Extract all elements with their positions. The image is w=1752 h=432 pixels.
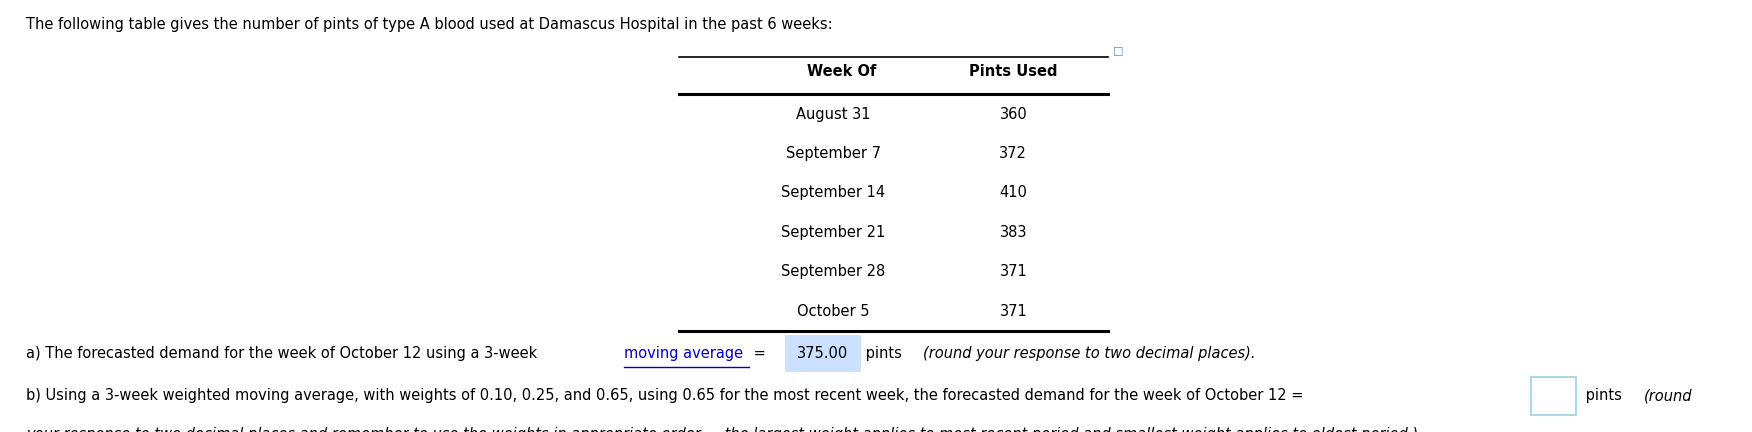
Text: a) The forecasted demand for the week of October 12 using a 3-week: a) The forecasted demand for the week of… [26, 346, 541, 361]
Text: □: □ [1113, 45, 1123, 55]
Text: The following table gives the number of pints of type A blood used at Damascus H: The following table gives the number of … [26, 17, 832, 32]
Text: Week Of: Week Of [808, 64, 876, 79]
Text: September 21: September 21 [781, 225, 885, 240]
Text: Pints Used: Pints Used [969, 64, 1058, 79]
Text: 410: 410 [999, 185, 1027, 200]
Text: 371: 371 [999, 304, 1027, 318]
Text: September 7: September 7 [785, 146, 881, 161]
Text: August 31: August 31 [795, 107, 871, 122]
Text: moving average: moving average [624, 346, 743, 361]
Text: 371: 371 [999, 264, 1027, 279]
Text: pints: pints [1580, 388, 1626, 403]
Text: October 5: October 5 [797, 304, 869, 318]
Text: b) Using a 3-week weighted moving average, with weights of 0.10, 0.25, and 0.65,: b) Using a 3-week weighted moving averag… [26, 388, 1303, 403]
Text: 360: 360 [999, 107, 1027, 122]
Text: (round your response to two decimal places).: (round your response to two decimal plac… [923, 346, 1256, 361]
Text: (round: (round [1643, 388, 1692, 403]
Text: 372: 372 [999, 146, 1027, 161]
Text: 375.00: 375.00 [797, 346, 848, 361]
FancyBboxPatch shape [1531, 377, 1575, 415]
Text: September 28: September 28 [781, 264, 885, 279]
Text: September 14: September 14 [781, 185, 885, 200]
Text: 383: 383 [1000, 225, 1027, 240]
Text: your response to two decimal places and remember to use the weights in appropria: your response to two decimal places and … [26, 426, 1417, 432]
FancyBboxPatch shape [785, 335, 860, 372]
Text: =: = [750, 346, 776, 361]
Text: pints: pints [860, 346, 906, 361]
